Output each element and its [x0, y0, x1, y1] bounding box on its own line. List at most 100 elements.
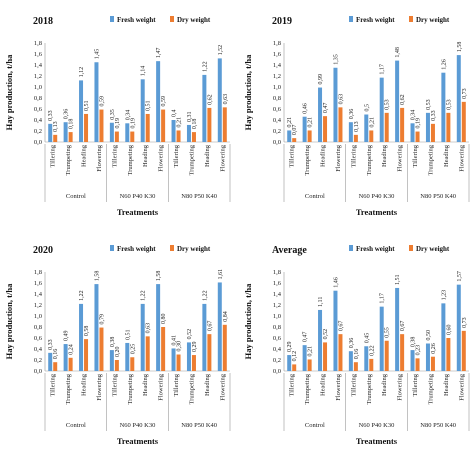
chart-legend: Fresh weight Dry weight — [110, 245, 211, 253]
legend-swatch-dry — [170, 16, 174, 22]
fresh-weight-bar — [202, 74, 207, 142]
data-label: 0,63 — [223, 94, 229, 105]
x-group-label: N60 P40 K30 — [359, 193, 395, 200]
chart-title: 2019 — [272, 16, 292, 27]
x-category-label: Heading — [320, 373, 327, 396]
y-tick-label: 1,6 — [273, 280, 282, 287]
y-tick-label: 0,2 — [273, 128, 281, 135]
chart-panel-3: Average Fresh weight Dry weight 0,0 0,2 0,4 0,… — [243, 245, 470, 446]
data-label: 0,51 — [146, 100, 152, 111]
data-label: 0,59 — [161, 96, 167, 107]
data-label: 1,22 — [141, 290, 147, 301]
x-category-label: Tillering — [50, 144, 57, 167]
x-category-label: Trumpeting — [304, 373, 311, 404]
x-category-label: Flowering — [397, 144, 404, 171]
x-axis-label: Treatments — [117, 436, 159, 446]
legend-swatch-dry — [170, 245, 174, 251]
y-tick-label: 0,2 — [273, 357, 281, 364]
fresh-weight-bar — [171, 348, 176, 371]
fresh-weight-bar — [48, 123, 53, 142]
fresh-weight-bar — [156, 284, 161, 371]
x-group-label: N60 P40 K30 — [120, 422, 156, 429]
data-label: 0,13 — [354, 121, 360, 132]
data-label: 0,51 — [125, 329, 131, 340]
data-label: 1,26 — [441, 59, 447, 70]
x-group-label: Control — [66, 193, 86, 200]
y-tick-label: 1,8 — [273, 40, 281, 47]
x-category-label: Tillering — [50, 373, 57, 396]
fresh-weight-bar — [287, 355, 292, 371]
x-category-label: Heading — [381, 373, 388, 396]
dry-weight-bar — [353, 134, 358, 142]
dry-weight-bar — [384, 340, 389, 371]
data-label: 0,34 — [411, 110, 417, 121]
data-label: 0,47 — [303, 332, 309, 343]
dry-weight-bar — [130, 357, 135, 371]
y-tick-label: 0,0 — [34, 368, 42, 375]
legend-label-fresh: Fresh weight — [356, 16, 395, 24]
data-label: 0,49 — [64, 331, 70, 342]
data-label: 0,51 — [84, 100, 90, 111]
dry-weight-bar — [307, 359, 312, 371]
data-label: 0,23 — [416, 345, 422, 356]
data-label: 0,13 — [53, 121, 59, 132]
x-category-label: Trumpeting — [127, 144, 134, 175]
legend-label-fresh: Fresh weight — [117, 16, 156, 24]
x-group-label: Control — [305, 193, 325, 200]
fresh-weight-bar — [217, 282, 222, 371]
dry-weight-bar — [430, 356, 435, 371]
y-tick-label: 1,6 — [34, 280, 43, 287]
dry-weight-bar — [307, 130, 312, 142]
data-label: 0,38 — [110, 337, 116, 348]
data-label: 0,34 — [125, 110, 131, 121]
y-tick-label: 1,2 — [34, 73, 42, 80]
fresh-weight-bar — [202, 303, 207, 371]
dry-weight-bar — [292, 364, 297, 371]
x-group-label: N60 P40 K30 — [359, 422, 395, 429]
dry-weight-bar — [114, 131, 119, 142]
y-tick-label: 1,0 — [34, 313, 42, 320]
fresh-weight-bar — [364, 114, 369, 142]
dry-weight-bar — [84, 339, 89, 371]
data-label: 1,23 — [441, 290, 447, 301]
dry-weight-bar — [53, 134, 58, 142]
fresh-weight-bar — [109, 122, 114, 142]
data-label: 1,58 — [94, 271, 100, 282]
x-category-label: Trumpeting — [65, 144, 72, 175]
data-label: 0,36 — [349, 338, 355, 349]
y-tick-label: 0,8 — [273, 324, 281, 331]
data-label: 1,46 — [333, 277, 339, 288]
x-category-label: Flowering — [219, 144, 226, 171]
fresh-weight-bar — [410, 123, 415, 142]
legend-label-dry: Dry weight — [177, 245, 211, 253]
x-category-label: Tillering — [289, 373, 296, 396]
data-label: 1,58 — [156, 271, 162, 282]
dry-weight-bar — [323, 116, 328, 142]
dry-weight-bar — [353, 362, 358, 371]
data-label: 0,19 — [416, 118, 422, 129]
dry-weight-bar — [430, 123, 435, 142]
data-label: 0,29 — [192, 342, 198, 353]
y-tick-label: 0,8 — [34, 95, 42, 102]
fresh-weight-bar — [140, 303, 145, 371]
x-category-label: Heading — [443, 144, 450, 167]
data-label: 1,52 — [218, 45, 224, 56]
x-category-label: Tillering — [111, 373, 118, 396]
data-label: 0,99 — [318, 74, 324, 85]
legend-swatch-fresh — [110, 245, 114, 251]
y-tick-label: 0,2 — [34, 357, 42, 364]
dry-weight-bar — [222, 324, 227, 371]
dry-weight-bar — [130, 131, 135, 142]
y-tick-label: 1,8 — [34, 40, 42, 47]
data-label: 0,26 — [431, 343, 437, 354]
legend-swatch-dry — [409, 245, 413, 251]
y-tick-label: 1,8 — [273, 269, 281, 276]
data-label: 1,48 — [395, 47, 401, 58]
dry-weight-bar — [99, 109, 104, 142]
fresh-weight-bar — [287, 130, 292, 142]
fresh-weight-bar — [379, 77, 384, 142]
data-label: 0,79 — [99, 314, 105, 325]
dry-weight-bar — [323, 342, 328, 371]
data-label: 0,50 — [426, 330, 432, 341]
y-tick-label: 0,0 — [34, 139, 42, 146]
